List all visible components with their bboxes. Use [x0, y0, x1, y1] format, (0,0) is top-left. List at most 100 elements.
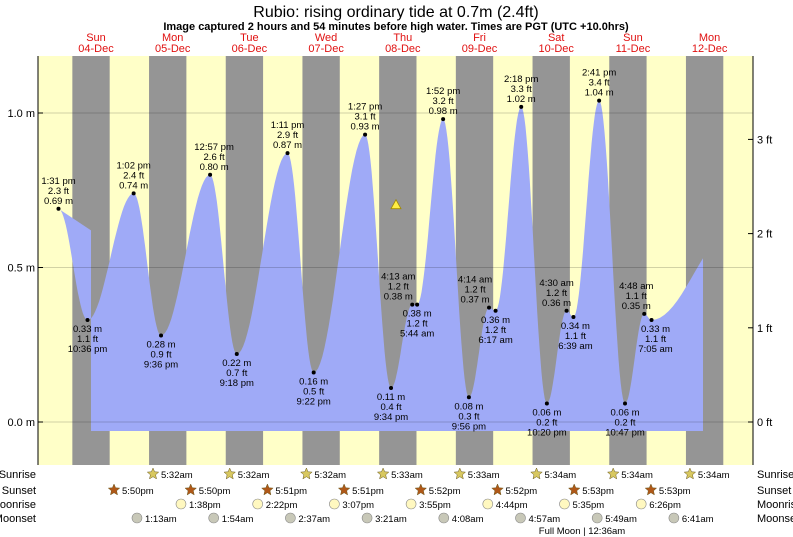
sunrise-star — [223, 467, 237, 480]
tide-time-label: 1:52 pm — [426, 86, 460, 97]
sunrise-time: 5:32am — [314, 470, 346, 481]
sunset-star — [567, 483, 581, 496]
tide-extreme-point — [85, 318, 90, 323]
tide-time-label: 10:20 pm — [527, 427, 567, 438]
moonrise-icon — [252, 498, 264, 510]
tide-time-label: 6:39 am — [558, 341, 592, 352]
sunset-star — [337, 483, 351, 496]
tide-extreme-point — [363, 132, 368, 137]
tide-m-label: 0.74 m — [119, 180, 148, 191]
moonrise-time: 2:22pm — [266, 500, 298, 511]
tide-m-label: 0.33 m — [73, 324, 102, 335]
tide-extreme-point — [311, 370, 316, 375]
sunrise-time: 5:33am — [391, 470, 423, 481]
sunset-time: 5:52pm — [429, 486, 461, 497]
right-tick-label: 3 ft — [757, 134, 772, 146]
moonrise-time: 6:26pm — [649, 500, 681, 511]
tide-time-label: 4:48 am — [619, 281, 653, 292]
tide-ft-label: 1.2 ft — [485, 325, 506, 336]
moonset-time: 2:37am — [298, 514, 330, 525]
tide-ft-label: 3.4 ft — [589, 78, 610, 89]
tide-ft-label: 1.1 ft — [565, 331, 586, 342]
tide-ft-label: 0.2 ft — [536, 417, 557, 428]
day-name: Tue — [240, 32, 259, 44]
tide-m-label: 0.36 m — [542, 298, 571, 309]
tide-m-label: 0.33 m — [641, 324, 670, 335]
moonrise-time: 3:55pm — [419, 500, 451, 511]
sunrise-label-left: Sunrise — [0, 469, 36, 481]
tide-time-label: 1:11 pm — [271, 120, 305, 131]
day-name: Mon — [162, 32, 183, 44]
day-name: Sun — [86, 32, 106, 44]
sunset-label-right: Sunset — [757, 485, 791, 497]
tide-time-label: 10:36 pm — [68, 344, 108, 355]
sunset-time: 5:51pm — [352, 486, 384, 497]
day-labels: Sun04-DecMon05-DecTue06-DecWed07-DecThu0… — [78, 32, 728, 55]
tide-time-label: 9:18 pm — [220, 378, 254, 389]
tide-ft-label: 1.2 ft — [464, 285, 485, 296]
sunrise-star — [530, 467, 543, 480]
moonset-time: 6:41am — [682, 514, 714, 525]
moonset-time: 3:21am — [375, 514, 407, 525]
tide-time-label: 1:02 pm — [116, 160, 150, 171]
day-date: 05-Dec — [155, 43, 191, 55]
moonset-icon — [438, 512, 450, 524]
tide-ft-label: 0.5 ft — [303, 387, 324, 398]
tide-m-label: 0.16 m — [299, 377, 328, 388]
tide-m-label: 0.38 m — [384, 292, 413, 303]
sunrise-star — [376, 467, 390, 480]
right-tick-label: 0 ft — [757, 417, 772, 429]
tide-m-label: 0.38 m — [403, 309, 432, 320]
moonrise-icon — [329, 498, 340, 510]
day-name: Fri — [473, 32, 486, 44]
tide-time-label: 9:36 pm — [144, 359, 178, 370]
tide-extreme-point — [642, 311, 647, 316]
tide-extreme-point — [441, 117, 446, 122]
sunset-star — [491, 483, 504, 496]
moonset-icon — [668, 512, 680, 524]
moonrise-icon — [482, 498, 494, 510]
tide-time-label: 10:47 pm — [605, 427, 645, 438]
tide-extreme-point — [487, 305, 492, 310]
tide-m-label: 0.28 m — [147, 339, 176, 350]
sunset-time: 5:51pm — [275, 486, 307, 497]
tide-extreme-point — [564, 308, 569, 313]
tide-extreme-point — [159, 333, 164, 338]
tide-time-label: 12:57 pm — [194, 142, 234, 153]
day-name: Wed — [315, 32, 337, 44]
tide-ft-label: 1.2 ft — [546, 288, 567, 299]
sunset-star — [644, 483, 658, 496]
tide-ft-label: 2.9 ft — [277, 130, 298, 141]
tide-extreme-point — [597, 98, 602, 103]
day-name: Sun — [623, 32, 643, 44]
tide-extreme-point — [493, 308, 498, 313]
tide-extreme-point — [571, 314, 576, 319]
tide-m-label: 0.93 m — [351, 122, 380, 133]
tide-m-label: 0.36 m — [481, 315, 510, 326]
tide-ft-label: 0.4 ft — [380, 402, 401, 413]
tide-ft-label: 0.7 ft — [226, 368, 247, 379]
tide-time-label: 9:34 pm — [374, 412, 408, 423]
sunrise-time: 5:33am — [468, 470, 500, 481]
moonrise-time: 4:44pm — [496, 500, 528, 511]
tide-extreme-point — [649, 318, 654, 323]
tide-water-area — [58, 100, 703, 431]
tide-time-label: 4:14 am — [458, 275, 492, 286]
tide-extreme-point — [285, 151, 290, 156]
sunset-star — [184, 483, 198, 496]
moonrise-icon — [175, 498, 187, 510]
tide-m-label: 0.06 m — [532, 407, 561, 418]
tide-m-label: 0.98 m — [429, 106, 458, 117]
moonset-icon — [361, 512, 373, 524]
tide-ft-label: 1.2 ft — [407, 319, 428, 330]
current-tide-marker — [390, 198, 402, 210]
day-date: 09-Dec — [462, 43, 498, 55]
left-tick-label: 1.0 m — [7, 108, 35, 120]
left-tick-label: 0.5 m — [7, 263, 35, 275]
day-date: 07-Dec — [308, 43, 344, 55]
tide-m-label: 1.02 m — [507, 94, 536, 105]
tide-m-label: 0.80 m — [200, 162, 229, 173]
tide-extreme-point — [466, 395, 471, 400]
